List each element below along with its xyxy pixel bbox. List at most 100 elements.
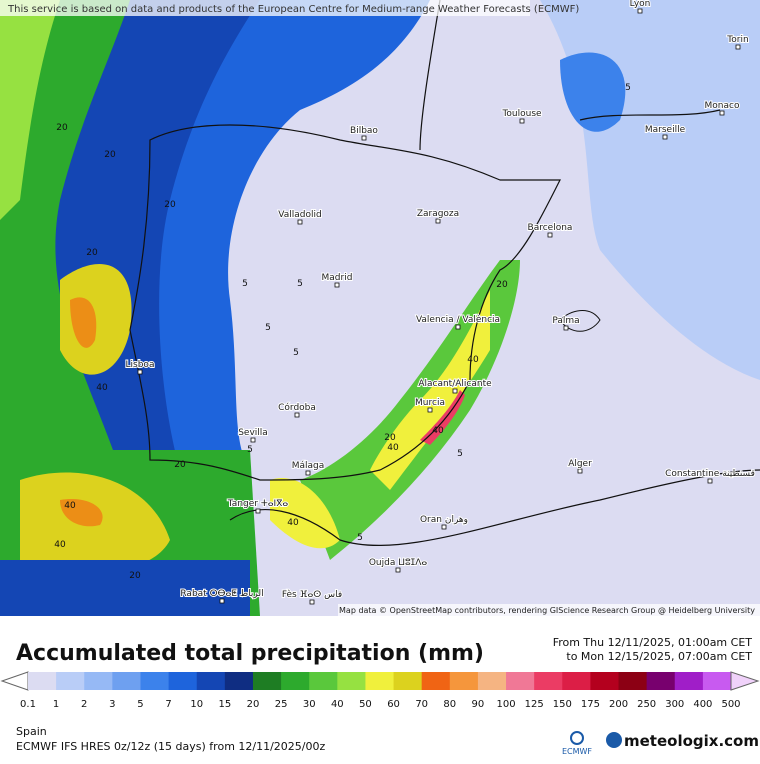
city-label: Constantine قسنطينة — [665, 469, 755, 479]
contour-label: 20 — [384, 433, 396, 443]
contour-label: 5 — [625, 83, 631, 93]
precip-area — [300, 260, 520, 560]
precip-area — [0, 0, 60, 220]
city-label: Murcia — [415, 398, 445, 408]
city-label: Bilbao — [350, 126, 378, 136]
city-label: Lyon — [630, 0, 651, 9]
city-marker — [395, 567, 401, 573]
legend-swatch — [337, 672, 366, 690]
city-marker — [719, 110, 725, 116]
ecmwf-logo: ECMWF — [562, 747, 592, 756]
legend-swatch — [646, 672, 676, 690]
legend-label: 0.1 — [20, 699, 36, 710]
contour-label: 20 — [129, 571, 141, 581]
contour-label: 5 — [242, 279, 248, 289]
legend-swatch — [196, 672, 226, 690]
city-label: Toulouse — [501, 109, 542, 119]
city-marker — [334, 282, 340, 288]
city-label: Alger — [568, 459, 592, 469]
model: ECMWF IFS HRES 0z/12z (15 days) from 12/… — [16, 740, 326, 753]
contour-label: 20 — [164, 200, 176, 210]
legend-label: 2 — [81, 699, 87, 710]
city-marker — [563, 325, 569, 331]
city-marker — [297, 219, 303, 225]
city-marker — [255, 508, 261, 514]
legend-label: 60 — [387, 699, 400, 710]
legend-swatch — [393, 672, 423, 690]
title: Accumulated total precipitation (mm) — [16, 641, 484, 666]
city-label: Valencia / València — [416, 314, 500, 325]
legend-label: 300 — [665, 699, 684, 710]
legend-swatch — [674, 672, 704, 690]
contour-label: 20 — [86, 248, 98, 258]
city-label: Lisboa — [126, 360, 155, 370]
attribution: Map data © OpenStreetMap contributors, r… — [339, 606, 755, 615]
city-marker — [427, 407, 433, 413]
contour-label: 5 — [457, 449, 463, 459]
city-marker — [735, 44, 741, 50]
city-marker — [137, 369, 143, 375]
contour-label: 40 — [64, 501, 76, 511]
legend-swatch — [421, 672, 451, 690]
legend-label: 1 — [53, 699, 59, 710]
legend-swatch — [590, 672, 620, 690]
legend-arrow — [730, 671, 760, 691]
legend-label: 150 — [553, 699, 572, 710]
city-label: Zaragoza — [417, 209, 459, 219]
legend-label: 90 — [472, 699, 485, 710]
legend-swatch — [309, 672, 338, 690]
precip-area — [370, 290, 490, 490]
city-marker — [294, 412, 300, 418]
city-marker — [309, 599, 315, 605]
city-marker — [637, 8, 643, 14]
city-marker — [547, 232, 553, 238]
city-label: Fès ⴼⴰⵙ فاس — [282, 589, 342, 600]
legend-swatch — [56, 672, 85, 690]
legend-swatch — [618, 672, 648, 690]
legend-label: 3 — [109, 699, 115, 710]
city-label: Málaga — [292, 461, 325, 471]
contour-label: 5 — [265, 323, 271, 333]
legend-label: 25 — [275, 699, 288, 710]
legend-label: 400 — [693, 699, 712, 710]
coastline — [419, 0, 721, 151]
city-label: Oran وهران — [420, 515, 468, 525]
banner-bg — [0, 0, 530, 16]
legend-label: 15 — [218, 699, 231, 710]
city-marker — [455, 324, 461, 330]
city-label: Córdoba — [278, 402, 316, 413]
contour-label: 40 — [287, 518, 299, 528]
precip-area — [70, 297, 97, 348]
city-label: Torin — [726, 35, 748, 45]
contour-label: 20 — [496, 280, 508, 290]
legend-label: 10 — [190, 699, 203, 710]
legend-label: 100 — [496, 699, 515, 710]
region: Spain — [16, 725, 47, 738]
city-label: Oujda ⵡⵓⵊⴷⴰ — [369, 558, 428, 568]
city-marker — [519, 118, 525, 124]
legend-swatch — [84, 672, 113, 690]
precip-area — [270, 478, 340, 549]
city-marker — [435, 218, 441, 224]
legend-label: 20 — [247, 699, 260, 710]
banner: This service is based on data and produc… — [7, 4, 579, 15]
legend-label: 250 — [637, 699, 656, 710]
attribution-bg — [338, 604, 760, 616]
city-marker — [662, 134, 668, 140]
city-marker — [361, 135, 367, 141]
period-from: From Thu 12/11/2025, 01:00am CET — [553, 636, 753, 649]
brand-icon — [606, 732, 622, 748]
legend-swatch — [702, 672, 732, 690]
legend-label: 125 — [525, 699, 544, 710]
contour-label: 40 — [96, 383, 108, 393]
legend-swatch — [534, 672, 563, 690]
legend-swatch — [252, 672, 282, 690]
contour-label: 5 — [297, 279, 303, 289]
precip-area — [420, 390, 465, 445]
city-label: Marseille — [645, 125, 686, 135]
city-marker — [577, 468, 583, 474]
city-label: Monaco — [705, 101, 740, 111]
ecmwf-icon — [570, 731, 584, 745]
city-marker — [441, 524, 447, 530]
